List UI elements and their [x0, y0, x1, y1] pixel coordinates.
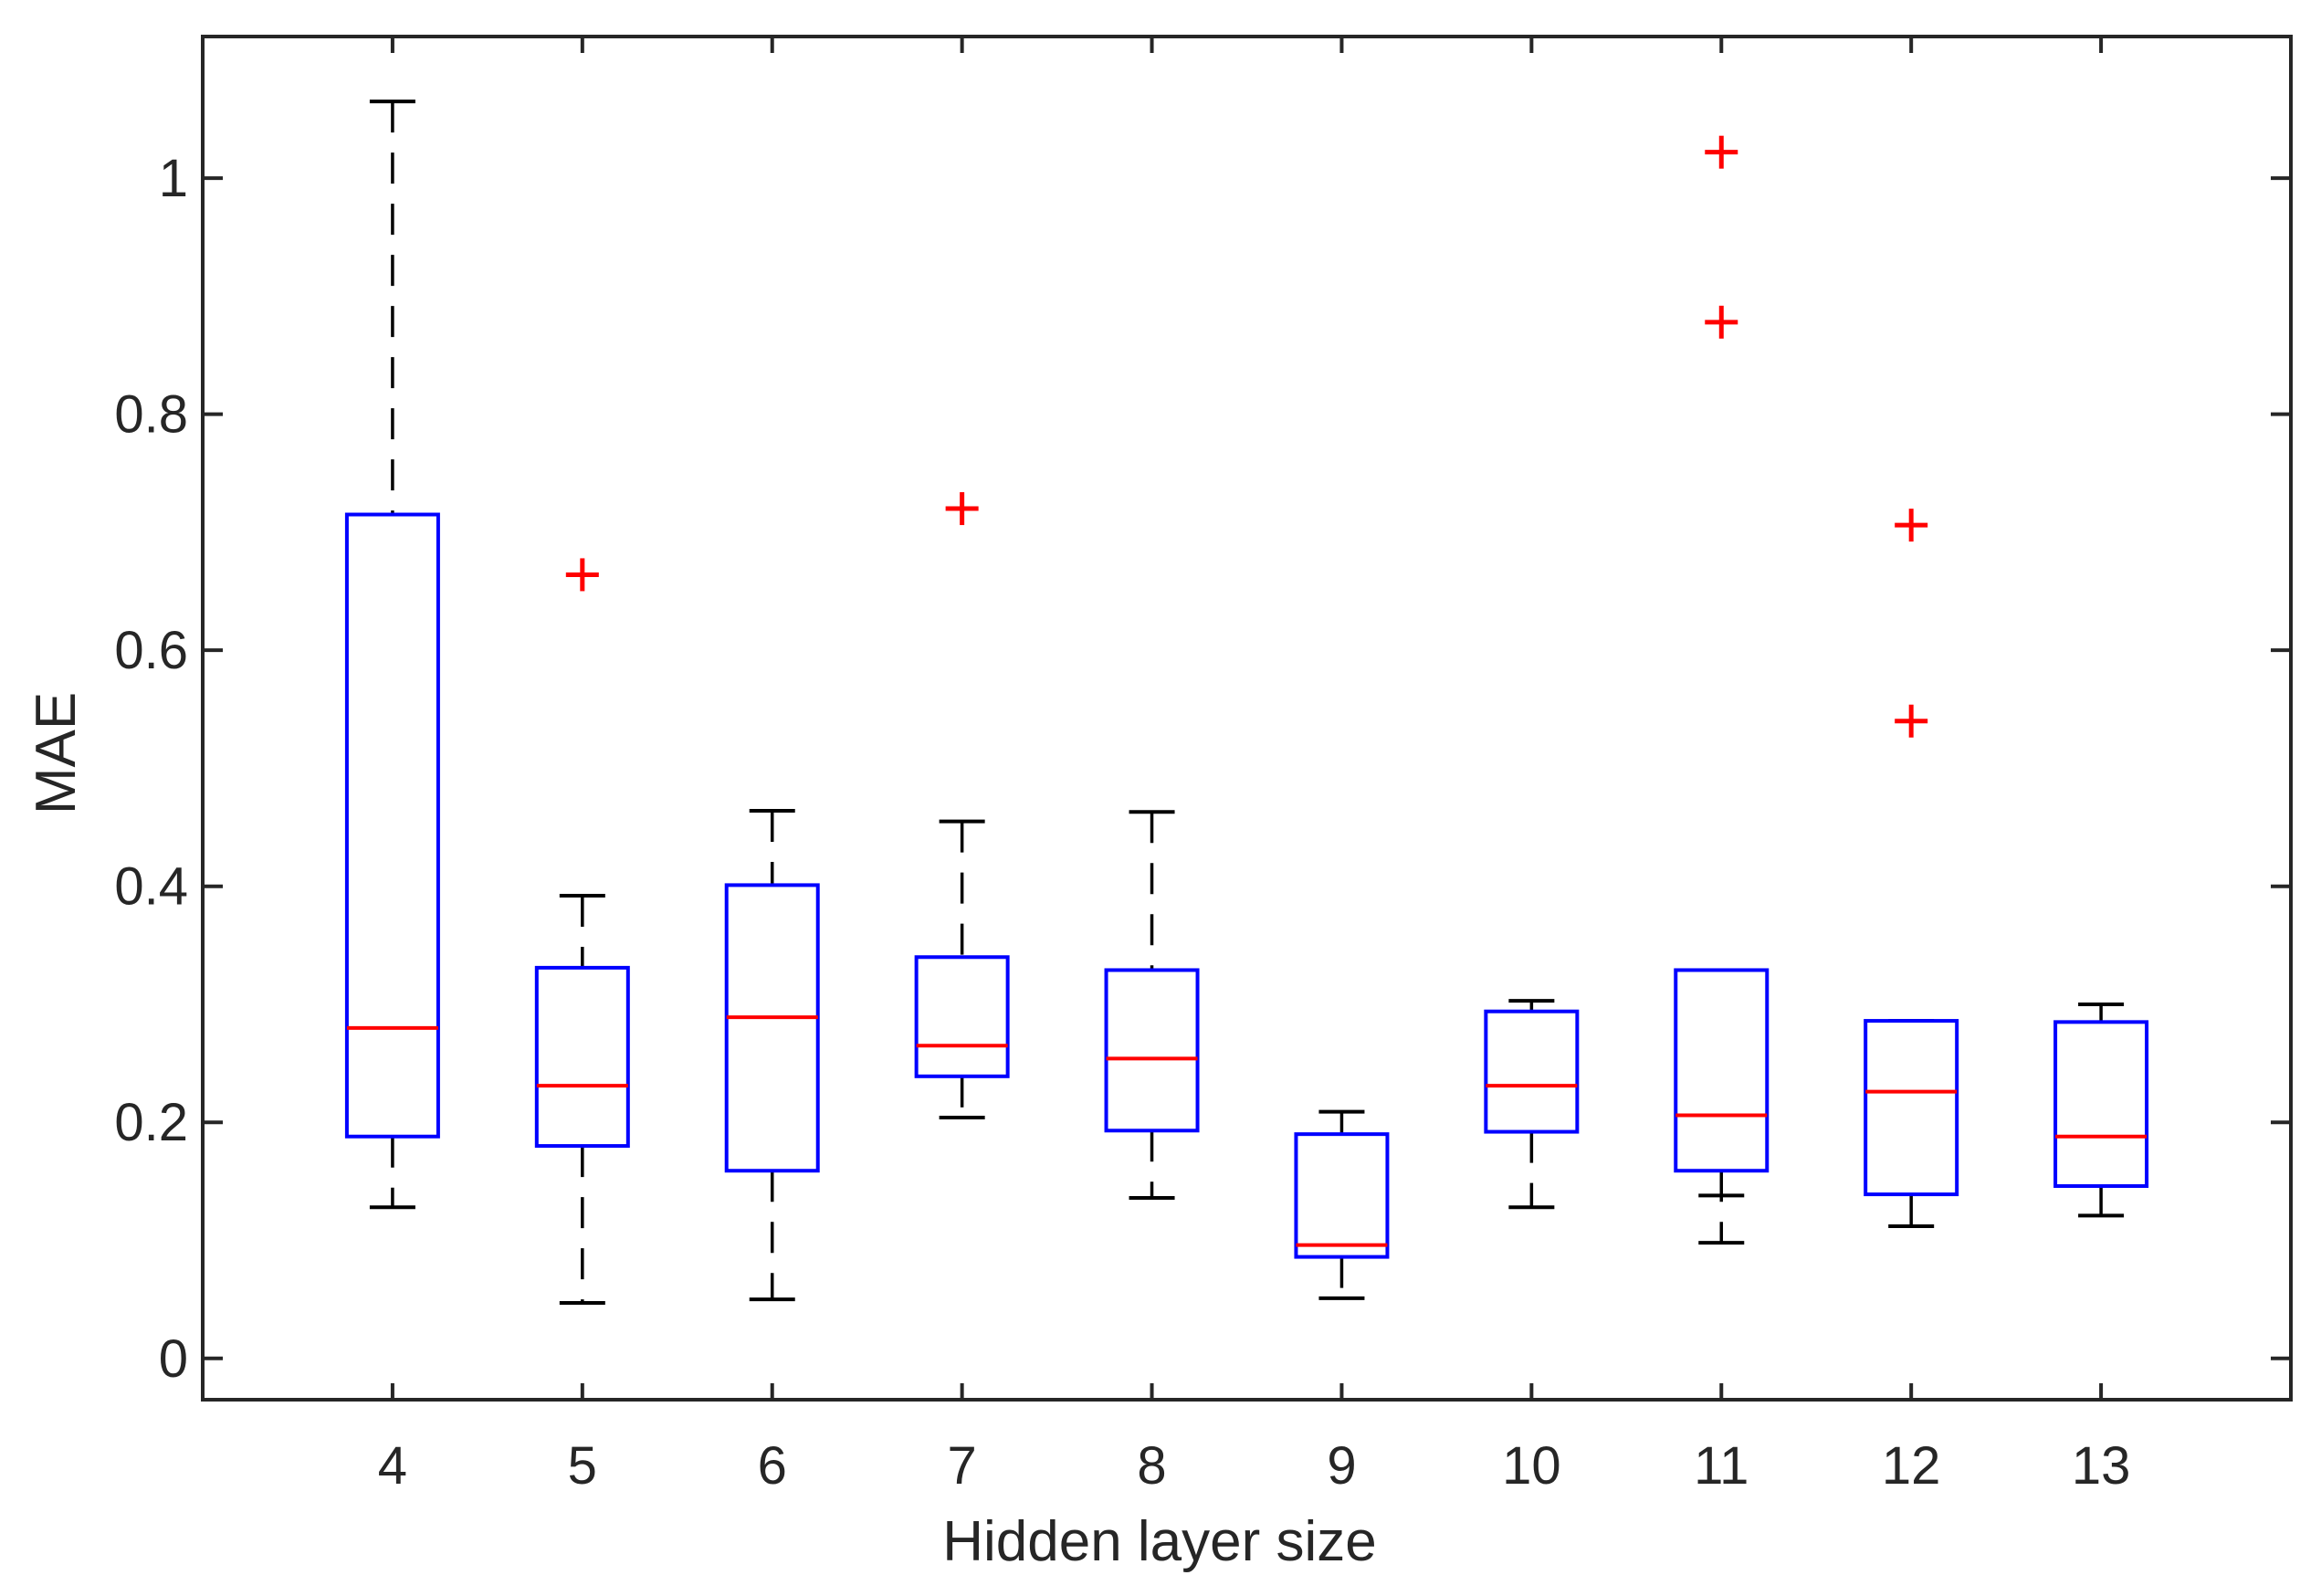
- box-iqr: [1104, 968, 1200, 1133]
- outlier-marker: [1895, 509, 1928, 542]
- x-tick-label: 10: [1502, 1436, 1561, 1496]
- y-tick-label: 0: [159, 1329, 188, 1389]
- box-iqr: [1674, 968, 1770, 1173]
- outlier-marker: [565, 558, 599, 592]
- y-tick-label: 0.4: [114, 857, 188, 917]
- y-tick-label: 0.6: [114, 621, 188, 680]
- box-iqr: [344, 512, 440, 1139]
- outlier-marker: [1705, 305, 1738, 339]
- box-group-5: [534, 558, 630, 1306]
- y-tick-label: 1: [159, 149, 188, 208]
- plot-area: [344, 100, 2149, 1306]
- box-iqr: [1484, 1009, 1580, 1134]
- box-group-7: [914, 492, 1010, 1120]
- x-tick-label: 7: [948, 1436, 977, 1496]
- y-tick-label: 0.2: [114, 1093, 188, 1152]
- box-group-12: [1864, 509, 1959, 1228]
- box-iqr: [1864, 1019, 1959, 1197]
- box-iqr: [1294, 1132, 1390, 1259]
- x-tick-label: 8: [1137, 1436, 1166, 1496]
- y-axis-label: MAE: [25, 692, 88, 814]
- y-tick-label: 0.8: [114, 385, 188, 445]
- box-group-8: [1104, 810, 1200, 1200]
- x-tick-label: 6: [758, 1436, 787, 1496]
- y-axis: 0 0.2 0.4 0.6 0.8 1: [114, 149, 2291, 1389]
- outlier-marker: [1705, 135, 1738, 169]
- box-group-10: [1484, 999, 1580, 1210]
- box-group-9: [1294, 1109, 1390, 1300]
- x-tick-label: 13: [2072, 1436, 2131, 1496]
- box-group-11: [1674, 135, 1770, 1245]
- x-tick-label: 5: [568, 1436, 597, 1496]
- box-group-13: [2053, 1002, 2149, 1218]
- box-group-4: [344, 100, 440, 1210]
- outlier-marker: [945, 492, 979, 526]
- x-axis-label: Hidden layer size: [942, 1510, 1377, 1573]
- box-iqr: [2053, 1020, 2149, 1189]
- x-tick-label: 12: [1882, 1436, 1941, 1496]
- outlier-marker: [1895, 704, 1928, 738]
- box-iqr: [724, 883, 820, 1173]
- box-group-6: [724, 808, 820, 1302]
- box-iqr: [914, 955, 1010, 1078]
- axes-frame: [201, 35, 2293, 1402]
- x-axis: 4 5 6 7 8 9 10 11 12 13: [378, 37, 2131, 1496]
- box-iqr: [534, 965, 630, 1149]
- x-tick-label: 4: [378, 1436, 407, 1496]
- x-tick-label: 11: [1694, 1436, 1749, 1496]
- x-tick-label: 9: [1327, 1436, 1356, 1496]
